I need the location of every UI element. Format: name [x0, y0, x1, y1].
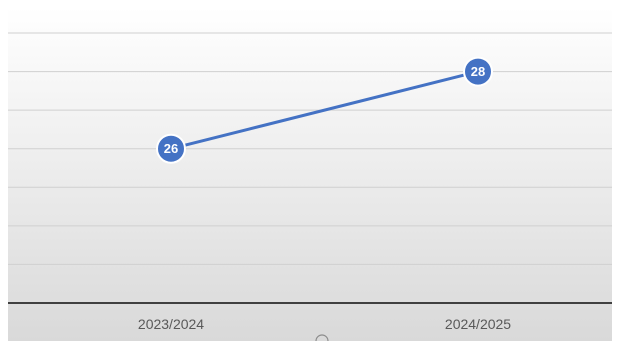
gridlines — [8, 32, 612, 265]
x-tick-label: 2023/2024 — [138, 316, 204, 332]
data-point-marker[interactable] — [156, 133, 186, 164]
resize-handle[interactable] — [315, 334, 329, 341]
data-label: 28 — [471, 64, 485, 79]
x-tick-labels: 2023/2024 2024/2025 — [138, 316, 511, 332]
series-group: 26 28 — [156, 56, 493, 164]
plot-background — [8, 8, 612, 341]
data-label: 26 — [164, 141, 178, 156]
series-line — [170, 70, 479, 151]
data-point-marker[interactable] — [463, 56, 493, 87]
x-tick-label: 2024/2025 — [445, 316, 511, 332]
